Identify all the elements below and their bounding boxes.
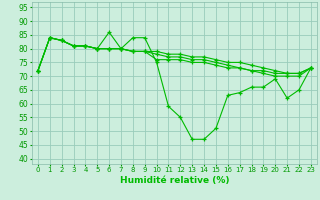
X-axis label: Humidité relative (%): Humidité relative (%) xyxy=(120,176,229,185)
